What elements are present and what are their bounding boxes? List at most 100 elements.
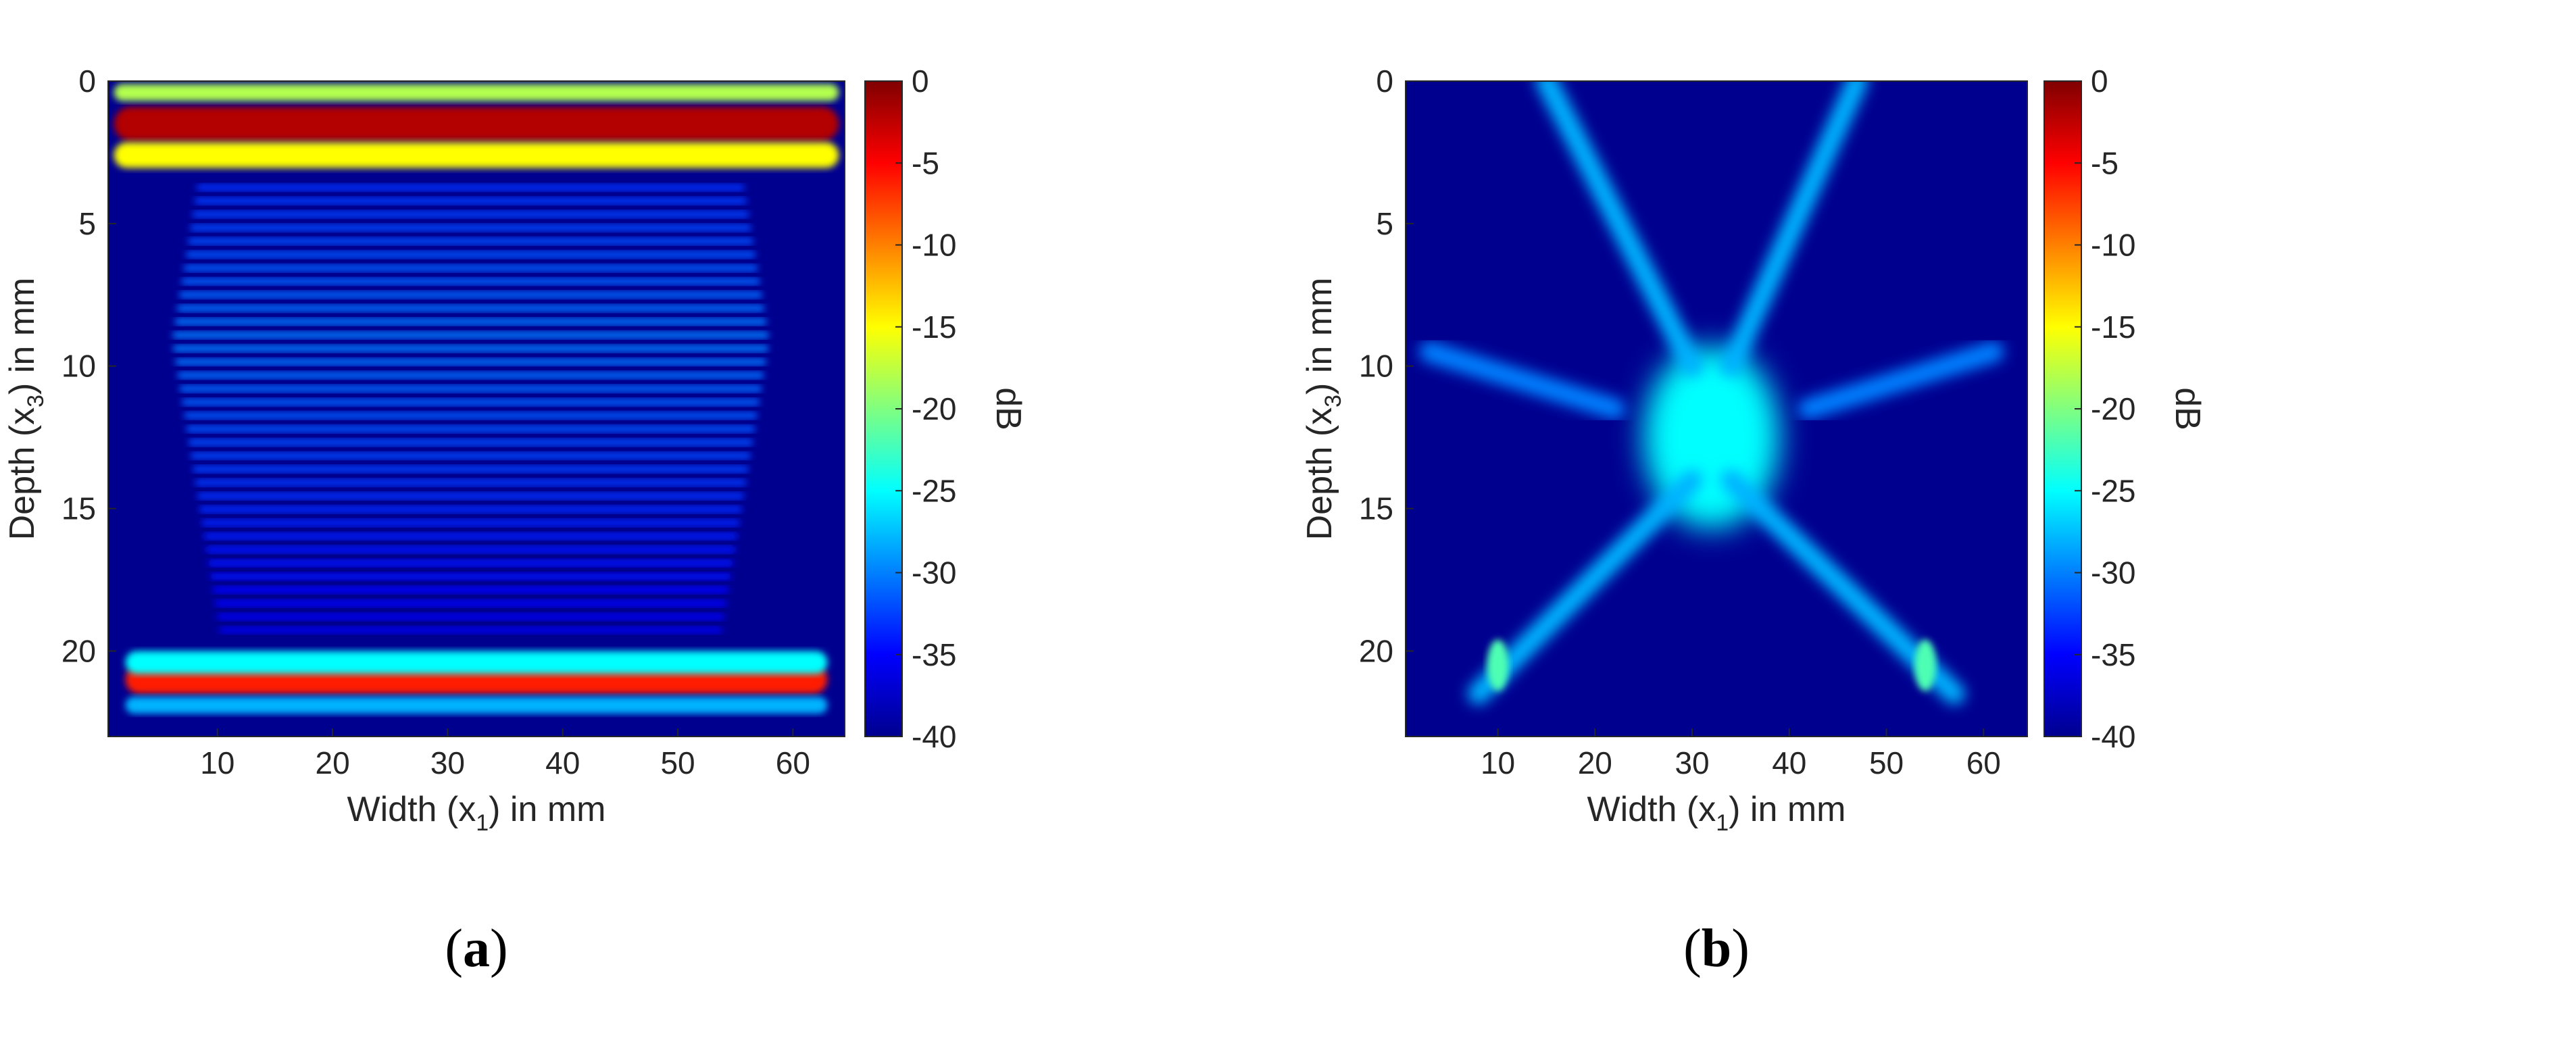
y-tick-label: 0 (78, 64, 96, 99)
colorbar-label-a: dB (989, 387, 1028, 430)
stripe (177, 372, 764, 379)
heatmap-b (1406, 81, 2027, 737)
stripe (201, 519, 741, 526)
y-tick-label: 15 (61, 491, 96, 526)
stripe (176, 305, 765, 312)
stripe (183, 264, 758, 272)
colorbar-tick-label: -20 (2091, 391, 2135, 426)
stripe (178, 291, 763, 299)
caption-a: (a) (445, 919, 507, 978)
beam (1720, 81, 1868, 377)
y-axis-label-a: Depth (x3) in mm (3, 278, 49, 541)
stripe (219, 626, 722, 634)
colorbar-ticks-a: 0 -5 -10 -15 -20 -25 -30 -35 -40 (895, 64, 956, 754)
y-ticks-a: 0 5 10 15 20 (61, 64, 116, 668)
heatmap-a (108, 81, 845, 737)
stripe (181, 399, 760, 406)
plot-frame-b (1405, 80, 2028, 737)
stripe (185, 251, 756, 258)
caption-b: (b) (1683, 919, 1750, 978)
colorbar-tick-label: -30 (912, 555, 956, 591)
stripe (194, 197, 747, 205)
stripe (186, 425, 756, 432)
stripe (192, 211, 749, 218)
x-tick-label: 20 (1578, 745, 1612, 780)
stripe (197, 493, 745, 499)
echo-band (125, 696, 828, 714)
stripe (188, 439, 753, 446)
stripe (195, 479, 747, 487)
y-tick-label: 15 (1359, 491, 1393, 526)
x-tick-label: 20 (316, 745, 350, 780)
y-tick-label: 10 (1359, 349, 1393, 384)
stripe (205, 546, 736, 553)
spot (1487, 639, 1509, 691)
stripe (196, 184, 745, 191)
x-tick-label: 40 (1772, 745, 1806, 780)
colorbar-tick-label: -5 (912, 145, 939, 180)
stripe (174, 358, 767, 366)
colorbar-tick-label: 0 (2091, 64, 2108, 99)
y-tick-label: 20 (61, 633, 96, 668)
colorbar-tick-label: -10 (912, 228, 956, 263)
stripe (179, 385, 762, 393)
stripe (174, 318, 767, 325)
x-tick-label: 10 (200, 745, 234, 780)
x-tick-label: 30 (430, 745, 465, 780)
x-tick-label: 50 (660, 745, 695, 780)
stripe (183, 412, 758, 419)
colorbar-tick-label: -40 (2091, 719, 2135, 754)
beam (1535, 81, 1703, 377)
echo-band (125, 651, 828, 674)
stripe (190, 452, 751, 459)
x-axis-label-b: Width (x1) in mm (1587, 790, 1846, 836)
colorbar-tick-label: -20 (912, 391, 956, 426)
stripe (216, 613, 725, 620)
x-tick-label: 60 (1966, 745, 2001, 780)
x-tick-label: 50 (1869, 745, 1904, 780)
y-tick-label: 10 (61, 349, 96, 384)
panel-a: 10 20 30 40 50 60 0 5 10 15 20 Width (x1) in mm D… (3, 64, 1028, 978)
x-ticks-a: 10 20 30 40 50 60 (200, 728, 810, 780)
beam (1798, 341, 2004, 420)
y-tick-label: 5 (78, 206, 96, 241)
x-axis-label-a: Width (x1) in mm (347, 790, 606, 836)
y-ticks-b: 0 5 10 15 20 (1359, 64, 1414, 668)
stripe (187, 237, 754, 245)
x-tick-label: 60 (776, 745, 810, 780)
beam (1419, 341, 1625, 420)
stripe (192, 466, 749, 473)
echo-band (114, 142, 839, 168)
echo-band (114, 106, 839, 141)
colorbar-tick-label: -30 (2091, 555, 2135, 591)
stripe (203, 532, 738, 540)
colorbar-tick-label: -35 (912, 637, 956, 672)
colorbar-tick-label: -15 (2091, 309, 2135, 345)
colorbar-tick-label: -25 (2091, 473, 2135, 508)
colorbar-ticks-b: 0 -5 -10 -15 -20 -25 -30 -35 -40 (2075, 64, 2135, 754)
stripe (190, 224, 751, 232)
colorbar-tick-label: 0 (912, 64, 929, 99)
colorbar-tick-label: -25 (912, 473, 956, 508)
y-tick-label: 20 (1359, 633, 1393, 668)
y-tick-label: 0 (1376, 64, 1393, 99)
stripe (214, 599, 727, 607)
x-ticks-b: 10 20 30 40 50 60 (1481, 728, 2001, 780)
y-tick-label: 5 (1376, 206, 1393, 241)
stripe (199, 505, 743, 513)
plot-frame-a (107, 80, 845, 737)
x-tick-label: 40 (545, 745, 580, 780)
colorbar-tick-label: -40 (912, 719, 956, 754)
stripe (180, 278, 760, 285)
x-tick-label: 30 (1675, 745, 1709, 780)
echo-band (114, 84, 839, 101)
colorbar-tick-label: -15 (912, 309, 956, 345)
colorbar-tick-label: -35 (2091, 637, 2135, 672)
stripe (212, 586, 729, 593)
stripe (172, 345, 769, 352)
stripe (172, 331, 769, 339)
beam (1468, 469, 1703, 705)
spot (1914, 639, 1936, 691)
stripe (209, 573, 731, 580)
